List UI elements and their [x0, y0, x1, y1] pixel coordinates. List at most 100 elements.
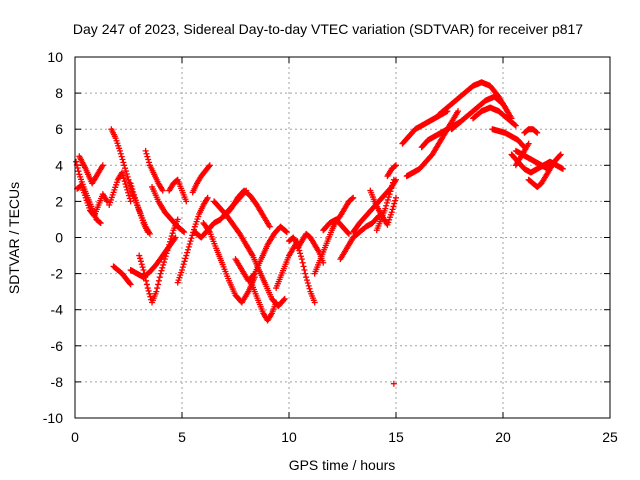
- data-point: [390, 179, 397, 186]
- data-point: [73, 158, 80, 165]
- data-point: [283, 228, 290, 235]
- data-point: [303, 277, 310, 284]
- data-point: [144, 285, 151, 292]
- data-point: [124, 173, 131, 180]
- data-point: [559, 165, 566, 172]
- data-point: [179, 264, 186, 271]
- data-point: [161, 259, 168, 266]
- series-arc-20: [247, 277, 280, 324]
- series-arc-25: [320, 216, 352, 237]
- data-point: [206, 162, 213, 169]
- data-point: [169, 230, 176, 237]
- data-point: [168, 233, 175, 240]
- data-point: [172, 234, 179, 241]
- y-tick-label: -4: [51, 302, 64, 318]
- y-tick-label: -2: [51, 266, 64, 282]
- data-point: [104, 198, 111, 205]
- data-point: [143, 277, 150, 284]
- data-point: [187, 238, 194, 245]
- data-point: [345, 229, 352, 236]
- data-point: [551, 158, 558, 165]
- data-point: [125, 192, 132, 199]
- series-arc-6: [110, 263, 134, 288]
- data-point: [142, 274, 149, 281]
- y-tick-label: -6: [51, 338, 64, 354]
- y-tick-label: 0: [55, 230, 63, 246]
- series-outlier: [390, 380, 397, 387]
- data-point: [382, 205, 389, 212]
- data-point: [393, 162, 399, 169]
- series-arc-10: [142, 147, 166, 194]
- series-arc-41: [521, 126, 541, 136]
- series-arc-18: [221, 187, 273, 230]
- data-point: [122, 181, 129, 188]
- data-point: [146, 159, 153, 166]
- data-point: [119, 169, 126, 176]
- data-point: [156, 274, 163, 281]
- data-point: [186, 240, 193, 247]
- data-point: [184, 249, 191, 256]
- data-point: [388, 209, 395, 216]
- data-point: [161, 256, 168, 263]
- series-arc-35: [448, 93, 515, 133]
- data-point: [75, 168, 82, 175]
- data-point: [120, 159, 127, 166]
- data-point: [391, 200, 398, 207]
- data-point: [158, 267, 165, 274]
- data-point: [184, 246, 191, 253]
- x-tick-label: 25: [602, 429, 618, 445]
- data-point: [119, 156, 126, 163]
- data-point: [155, 281, 162, 288]
- data-point: [204, 194, 211, 201]
- data-point: [157, 270, 164, 277]
- data-point: [137, 258, 144, 265]
- data-point: [147, 293, 154, 300]
- x-tick-label: 15: [388, 429, 404, 445]
- data-point: [127, 180, 134, 187]
- data-point: [299, 259, 306, 266]
- data-point: [182, 255, 189, 262]
- data-point: [311, 299, 318, 306]
- data-point: [123, 183, 130, 190]
- data-point: [166, 241, 173, 248]
- data-point: [122, 165, 129, 172]
- data-point: [185, 243, 192, 250]
- series-arc-23: [294, 230, 327, 266]
- y-tick-label: 10: [47, 49, 63, 65]
- data-point: [165, 244, 172, 251]
- data-point: [390, 203, 397, 210]
- series-arc-22: [286, 234, 318, 306]
- data-point: [162, 253, 169, 260]
- data-point: [121, 178, 128, 185]
- series-arc-11: [149, 183, 188, 236]
- data-point: [383, 202, 390, 209]
- series-arc-32: [403, 108, 462, 180]
- chart-title: Day 247 of 2023, Sidereal Day-to-day VTE…: [73, 21, 583, 37]
- data-point: [455, 108, 462, 115]
- y-tick-label: -8: [51, 374, 64, 390]
- series-arc-3: [76, 153, 106, 187]
- data-point: [349, 195, 356, 202]
- data-point: [99, 162, 106, 169]
- y-tick-label: 4: [55, 157, 63, 173]
- data-point: [117, 150, 124, 157]
- data-point: [131, 191, 138, 198]
- data-point: [389, 182, 396, 189]
- data-point: [121, 162, 128, 169]
- data-point: [183, 252, 190, 259]
- series-arc-29: [373, 176, 397, 234]
- data-point: [525, 140, 532, 147]
- x-tick-label: 20: [495, 429, 511, 445]
- data-point: [281, 295, 288, 302]
- data-point: [124, 186, 131, 193]
- data-point: [298, 256, 305, 263]
- y-tick-label: -10: [43, 410, 63, 426]
- data-point: [304, 279, 311, 286]
- data-point: [122, 168, 129, 175]
- series-arc-19: [232, 223, 290, 284]
- data-point: [390, 380, 397, 387]
- data-point: [392, 197, 399, 204]
- data-point: [160, 261, 167, 268]
- x-tick-label: 0: [71, 429, 79, 445]
